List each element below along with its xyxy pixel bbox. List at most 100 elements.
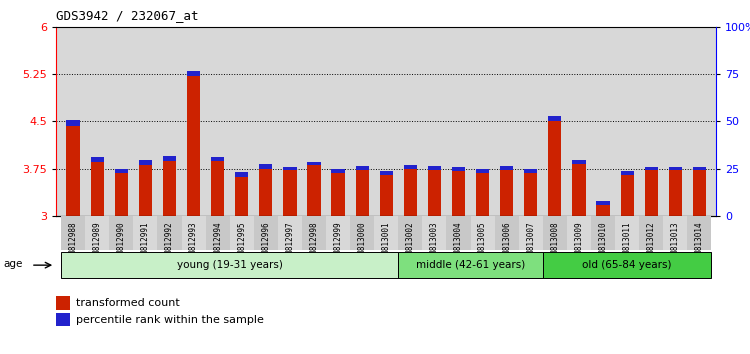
Bar (91, 157, 104, 162)
Bar (495, 216, 519, 250)
Bar (519, 216, 543, 250)
Bar (134, 216, 158, 250)
Bar (572, 160, 586, 164)
Text: GSM813006: GSM813006 (503, 221, 512, 263)
Bar (693, 171, 706, 216)
Bar (211, 157, 224, 161)
Text: GSM813009: GSM813009 (574, 221, 584, 263)
Text: GSM812997: GSM812997 (286, 221, 295, 263)
Bar (326, 216, 350, 250)
Text: GSM813001: GSM813001 (382, 221, 391, 263)
Bar (398, 216, 422, 250)
Bar (543, 216, 567, 250)
Bar (284, 167, 296, 171)
Bar (596, 205, 610, 216)
Bar (452, 171, 465, 216)
Text: GDS3942 / 232067_at: GDS3942 / 232067_at (56, 9, 199, 22)
Bar (669, 171, 682, 216)
Bar (230, 216, 254, 250)
Bar (470, 216, 495, 250)
Text: GSM813000: GSM813000 (358, 221, 367, 263)
Bar (446, 216, 470, 250)
Text: GSM813004: GSM813004 (454, 221, 463, 263)
Bar (500, 166, 513, 170)
Bar (158, 216, 182, 250)
Bar (380, 171, 393, 175)
Bar (260, 164, 272, 169)
Bar (115, 169, 128, 173)
Bar (235, 177, 248, 216)
Bar (356, 166, 369, 170)
Bar (110, 216, 134, 250)
Text: GSM812993: GSM812993 (189, 221, 198, 263)
FancyBboxPatch shape (398, 252, 543, 278)
Bar (332, 173, 345, 216)
FancyBboxPatch shape (61, 252, 398, 278)
Text: GSM812996: GSM812996 (261, 221, 270, 263)
Bar (615, 216, 639, 250)
Bar (86, 216, 109, 250)
Text: GSM813003: GSM813003 (430, 221, 439, 263)
Text: GSM813005: GSM813005 (478, 221, 487, 263)
Bar (380, 175, 393, 216)
Bar (596, 201, 610, 205)
Bar (61, 216, 86, 250)
Bar (115, 173, 128, 216)
Bar (254, 216, 278, 250)
Text: GSM812999: GSM812999 (334, 221, 343, 263)
Bar (452, 167, 465, 171)
Bar (693, 167, 706, 171)
Bar (235, 172, 248, 177)
Text: middle (42-61 years): middle (42-61 years) (416, 260, 525, 270)
Bar (427, 166, 441, 171)
Bar (67, 126, 80, 216)
Text: GSM812990: GSM812990 (117, 221, 126, 263)
Bar (91, 162, 104, 216)
Bar (163, 156, 176, 161)
Bar (404, 165, 417, 169)
Bar (404, 169, 417, 216)
Text: GSM813012: GSM813012 (646, 221, 656, 263)
Text: old (65-84 years): old (65-84 years) (583, 260, 672, 270)
Bar (302, 216, 326, 250)
Bar (567, 216, 591, 250)
Bar (422, 216, 446, 250)
Bar (548, 116, 562, 121)
Bar (620, 171, 634, 175)
Text: transformed count: transformed count (76, 298, 179, 308)
Bar (639, 216, 663, 250)
Text: GSM812988: GSM812988 (68, 221, 77, 263)
Bar (332, 169, 345, 173)
Bar (644, 167, 658, 171)
Bar (356, 170, 369, 216)
Bar (284, 171, 296, 216)
Bar (278, 216, 302, 250)
Text: GSM813002: GSM813002 (406, 221, 415, 263)
Text: GSM812991: GSM812991 (141, 221, 150, 263)
Text: GSM813014: GSM813014 (695, 221, 704, 263)
Bar (644, 171, 658, 216)
Text: percentile rank within the sample: percentile rank within the sample (76, 315, 264, 325)
Bar (350, 216, 374, 250)
Bar (139, 165, 152, 216)
Text: GSM813007: GSM813007 (526, 221, 536, 263)
Text: GSM812998: GSM812998 (310, 221, 319, 263)
Text: young (19-31 years): young (19-31 years) (177, 260, 283, 270)
Text: GSM812989: GSM812989 (93, 221, 102, 263)
Text: GSM812992: GSM812992 (165, 221, 174, 263)
Bar (260, 169, 272, 216)
Bar (524, 169, 538, 173)
Bar (308, 165, 320, 216)
Bar (591, 216, 615, 250)
Text: GSM813008: GSM813008 (550, 221, 560, 263)
Bar (620, 175, 634, 216)
Bar (427, 171, 441, 216)
Bar (182, 216, 206, 250)
FancyBboxPatch shape (543, 252, 712, 278)
Bar (663, 216, 687, 250)
Bar (211, 161, 224, 216)
Text: GSM813013: GSM813013 (670, 221, 680, 263)
Text: GSM813011: GSM813011 (622, 221, 632, 263)
Bar (476, 169, 489, 173)
Bar (308, 162, 320, 165)
